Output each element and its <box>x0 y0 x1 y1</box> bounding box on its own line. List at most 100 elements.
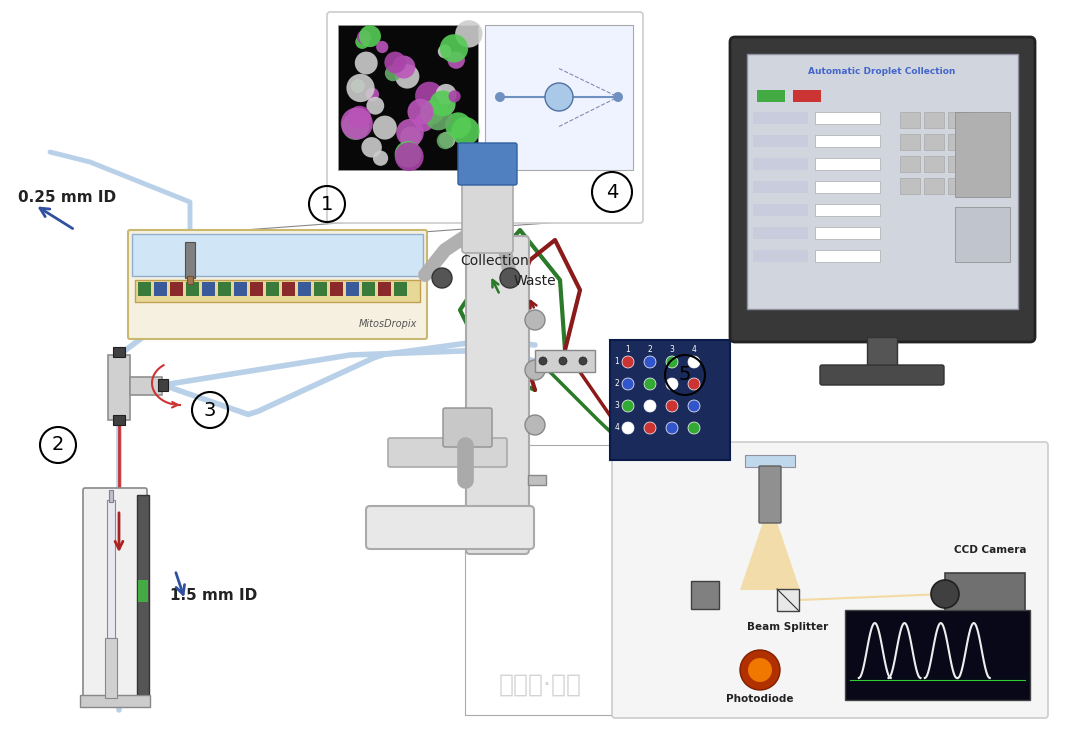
Circle shape <box>341 108 373 139</box>
Circle shape <box>366 97 384 114</box>
Text: 5: 5 <box>678 366 691 385</box>
Circle shape <box>437 45 451 59</box>
Bar <box>867 337 897 369</box>
Circle shape <box>666 356 678 368</box>
Circle shape <box>355 35 369 49</box>
Bar <box>80 695 150 707</box>
Bar <box>186 282 199 296</box>
Circle shape <box>447 51 464 69</box>
Circle shape <box>384 65 401 81</box>
FancyBboxPatch shape <box>759 466 781 523</box>
Bar <box>757 90 785 102</box>
Circle shape <box>931 580 959 608</box>
Bar <box>394 282 407 296</box>
Bar <box>815 135 880 147</box>
Circle shape <box>435 84 457 105</box>
Bar <box>154 282 167 296</box>
Circle shape <box>448 90 461 103</box>
Text: 1: 1 <box>615 358 619 366</box>
Bar <box>108 355 130 420</box>
FancyBboxPatch shape <box>458 143 517 185</box>
Bar <box>745 455 795 467</box>
FancyBboxPatch shape <box>388 438 507 467</box>
Bar <box>338 25 478 170</box>
Bar <box>137 495 149 695</box>
Bar <box>948 134 968 150</box>
Circle shape <box>362 137 382 158</box>
Circle shape <box>373 150 388 166</box>
Text: 公众号·秦初: 公众号·秦初 <box>499 673 581 697</box>
Bar <box>485 25 633 170</box>
Bar <box>346 282 359 296</box>
Text: Waste: Waste <box>514 274 556 288</box>
Bar <box>135 280 420 302</box>
FancyBboxPatch shape <box>730 37 1035 342</box>
FancyBboxPatch shape <box>820 365 944 385</box>
FancyBboxPatch shape <box>129 230 427 339</box>
Circle shape <box>420 100 444 124</box>
Bar <box>378 282 391 296</box>
Bar <box>815 204 880 216</box>
Bar <box>948 178 968 194</box>
Bar <box>900 178 920 194</box>
FancyBboxPatch shape <box>465 236 529 554</box>
Bar <box>815 227 880 239</box>
Text: 4: 4 <box>691 345 697 353</box>
FancyBboxPatch shape <box>443 408 492 447</box>
Polygon shape <box>691 581 719 609</box>
Bar <box>747 54 1018 309</box>
Bar <box>753 227 808 239</box>
Polygon shape <box>778 589 798 611</box>
Circle shape <box>342 113 369 140</box>
Bar <box>900 112 920 128</box>
Circle shape <box>355 51 378 75</box>
Circle shape <box>622 378 634 390</box>
Text: 2: 2 <box>615 380 619 388</box>
Circle shape <box>347 74 375 102</box>
Bar <box>753 181 808 193</box>
Circle shape <box>415 113 433 132</box>
Circle shape <box>436 132 454 150</box>
Bar <box>955 207 1010 262</box>
Circle shape <box>395 142 423 171</box>
Circle shape <box>644 400 656 412</box>
Bar <box>138 282 151 296</box>
Bar <box>924 156 944 172</box>
Bar <box>202 282 215 296</box>
Bar <box>945 573 1025 615</box>
Bar <box>845 610 1030 700</box>
Text: 4: 4 <box>606 183 618 202</box>
Bar <box>138 580 148 602</box>
Circle shape <box>424 103 453 130</box>
Circle shape <box>438 132 456 148</box>
Bar <box>815 158 880 170</box>
Circle shape <box>622 400 634 412</box>
Text: 1: 1 <box>625 345 631 353</box>
Bar <box>948 112 968 128</box>
Text: Photodiode: Photodiode <box>726 694 794 704</box>
Bar <box>218 282 231 296</box>
Bar <box>815 112 880 124</box>
Circle shape <box>440 34 468 62</box>
Bar <box>130 377 162 395</box>
FancyBboxPatch shape <box>462 177 513 253</box>
Bar <box>948 156 968 172</box>
Bar <box>113 415 125 425</box>
Bar <box>187 276 193 284</box>
Bar <box>249 282 264 296</box>
Circle shape <box>666 378 678 390</box>
Text: Collection: Collection <box>461 254 529 268</box>
Bar <box>924 112 944 128</box>
Bar <box>528 475 546 485</box>
Bar <box>158 379 168 391</box>
Circle shape <box>644 378 656 390</box>
Circle shape <box>500 268 519 288</box>
Bar <box>924 178 944 194</box>
Bar <box>753 135 808 147</box>
Circle shape <box>622 356 634 368</box>
Circle shape <box>748 658 772 682</box>
Circle shape <box>525 310 545 330</box>
Circle shape <box>445 112 471 139</box>
Circle shape <box>394 141 421 168</box>
Bar <box>105 638 117 698</box>
